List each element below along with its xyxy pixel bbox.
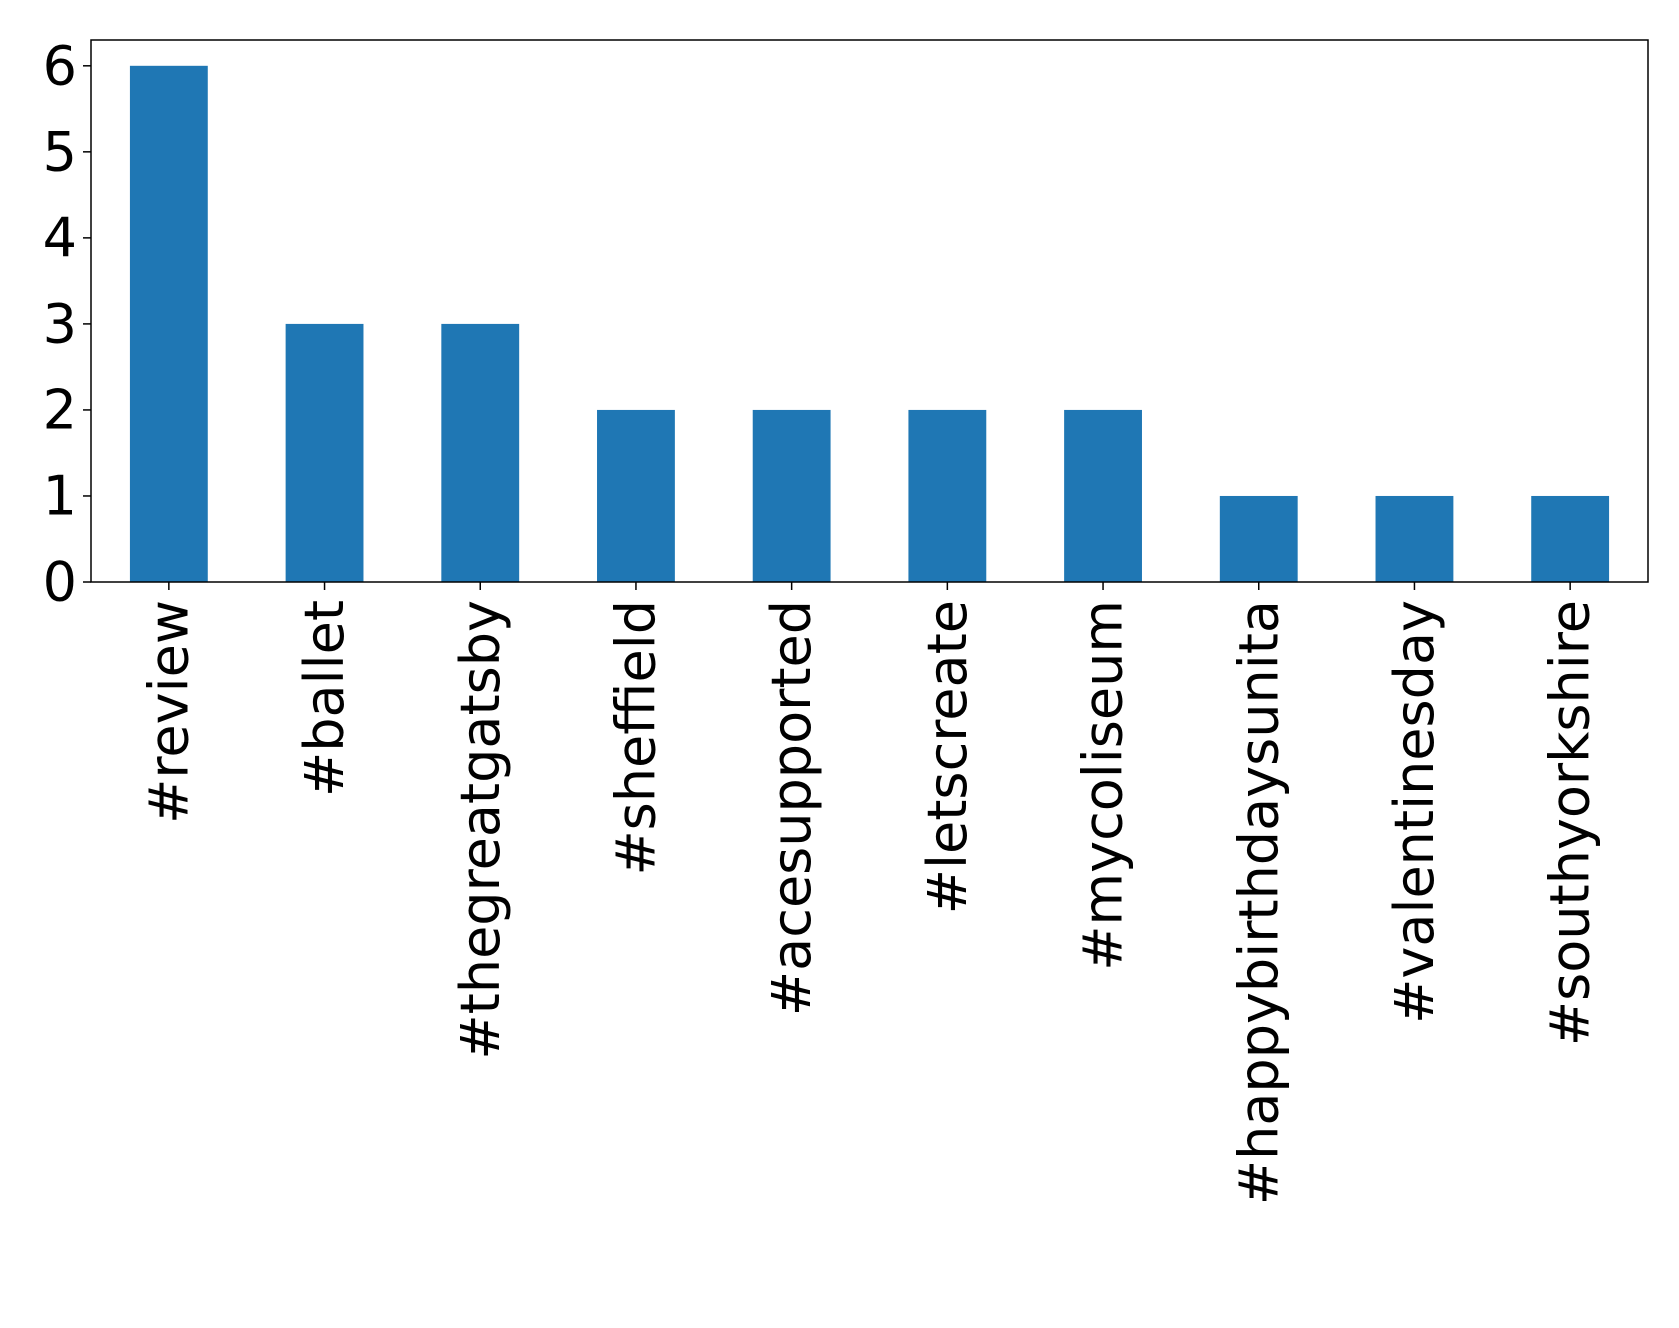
x-tick-label: #acesupported: [760, 600, 823, 1016]
x-tick-label: #letscreate: [916, 600, 979, 914]
x-tick-label: #mycoliseum: [1072, 600, 1135, 971]
y-tick-label: 2: [43, 378, 77, 441]
bar: [1375, 495, 1454, 582]
bar: [752, 409, 831, 582]
x-tick-label: #happybirthdaysunita: [1227, 600, 1290, 1205]
y-tick-label: 0: [43, 551, 77, 614]
y-tick-label: 3: [43, 292, 77, 355]
x-tick-label: #sheffield: [604, 600, 667, 876]
plot-frame: [90, 39, 1649, 583]
x-tick-label: #southyorkshire: [1539, 600, 1602, 1046]
bar: [908, 409, 987, 582]
x-tick-label: #valentinesday: [1383, 600, 1446, 1024]
y-tick-label: 5: [43, 120, 77, 183]
bar: [285, 323, 364, 582]
bar: [1531, 495, 1610, 582]
x-tick-label: #review: [137, 600, 200, 824]
bar: [597, 409, 675, 582]
x-tick-label: #thegreatgatsby: [449, 600, 512, 1060]
bar: [441, 323, 520, 582]
x-tick-label: #ballet: [293, 600, 356, 797]
bar: [1064, 409, 1142, 582]
bar: [129, 65, 208, 583]
bar: [1219, 495, 1298, 582]
y-tick-label: 1: [43, 464, 77, 527]
y-tick-label: 6: [43, 34, 77, 97]
y-tick-label: 4: [43, 206, 77, 269]
